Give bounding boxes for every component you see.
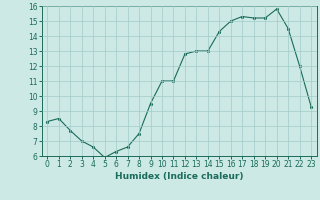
X-axis label: Humidex (Indice chaleur): Humidex (Indice chaleur) — [115, 172, 244, 181]
